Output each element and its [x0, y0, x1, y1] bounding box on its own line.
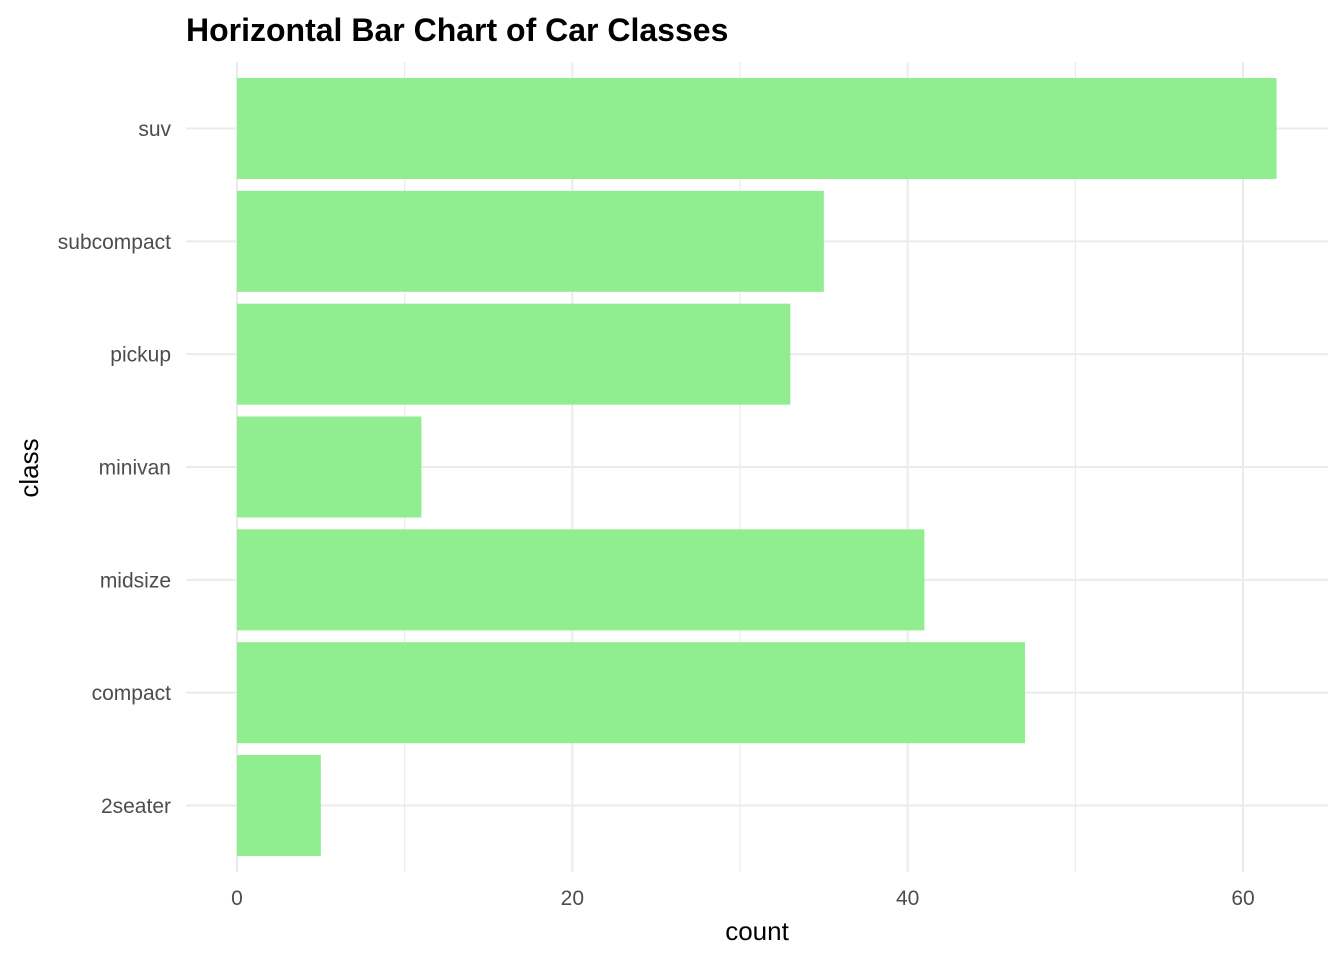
chart-title: Horizontal Bar Chart of Car Classes — [186, 12, 728, 48]
bar-compact — [237, 642, 1026, 744]
y-tick-label: suv — [138, 118, 171, 141]
y-tick-label: subcompact — [58, 231, 171, 254]
bar-2seater — [237, 755, 321, 856]
bar-midsize — [237, 529, 925, 631]
bar-suv — [237, 78, 1277, 180]
bar-pickup — [237, 303, 791, 405]
bar-subcompact — [237, 190, 824, 292]
y-tick-label: pickup — [110, 344, 171, 367]
x-tick-label: 40 — [896, 887, 919, 910]
bars-layer — [237, 78, 1277, 856]
y-tick-label: midsize — [100, 569, 171, 592]
y-tick-labels: 2seater compact midsize minivan pickup subcom… — [58, 118, 172, 818]
x-axis-title: count — [725, 916, 789, 946]
x-tick-label: 0 — [231, 887, 243, 910]
y-tick-label: 2seater — [101, 795, 171, 818]
y-tick-label: minivan — [99, 457, 171, 480]
x-tick-labels: 0 20 40 60 — [231, 887, 1255, 910]
x-tick-label: 60 — [1231, 887, 1254, 910]
x-tick-label: 20 — [561, 887, 584, 910]
y-axis-title: class — [14, 438, 44, 497]
bar-minivan — [237, 416, 422, 518]
y-tick-label: compact — [92, 682, 172, 705]
